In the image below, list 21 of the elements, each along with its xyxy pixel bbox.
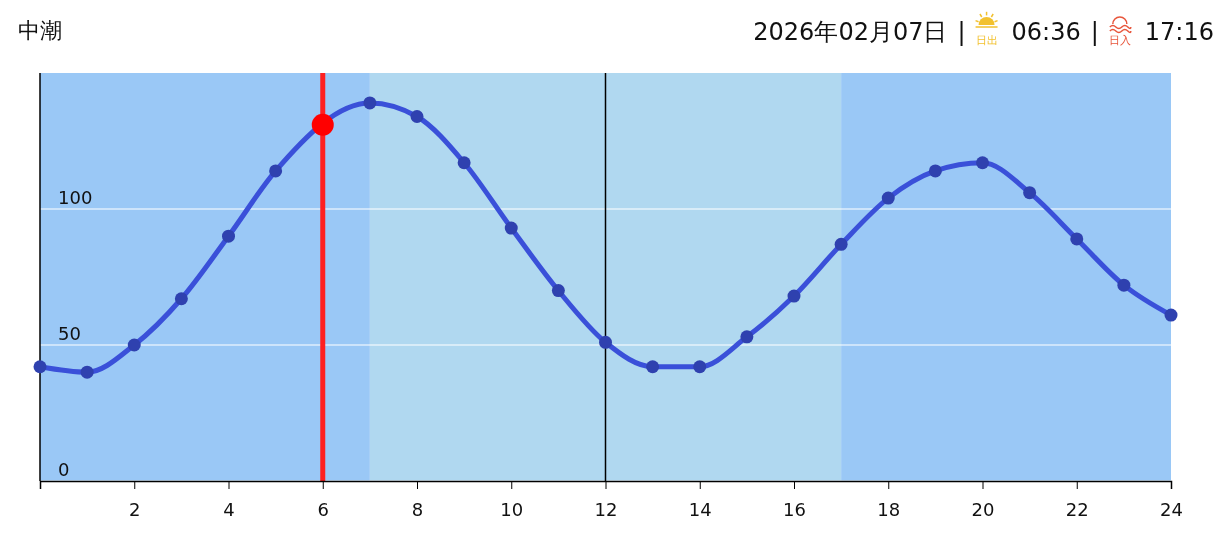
x-tick-label: 14 — [688, 498, 712, 520]
y-tick-label: 0 — [58, 459, 70, 480]
chart-title: 中潮 — [18, 18, 62, 43]
text: 06:36 — [1011, 18, 1081, 46]
text: 2026年02月07日 — [753, 18, 948, 46]
x-tick-label: 16 — [783, 498, 806, 520]
text: | — [1090, 18, 1099, 46]
x-tick-label: 20 — [971, 498, 995, 520]
text: 17:16 — [1144, 18, 1214, 46]
x-tick-label: 18 — [877, 498, 901, 520]
x-tick-label: 2 — [129, 498, 141, 520]
x-tick-label: 24 — [1160, 498, 1183, 520]
x-tick-label: 22 — [1065, 498, 1089, 520]
x-tick-label: 6 — [317, 498, 329, 520]
x-tick-label: 4 — [223, 498, 235, 520]
x-tick-label: 12 — [594, 498, 618, 520]
x-tick-label: 8 — [411, 498, 424, 520]
text: | — [957, 18, 966, 46]
x-tick-label: 10 — [500, 498, 524, 520]
y-tick-label: 50 — [58, 323, 81, 344]
y-tick-label: 100 — [58, 187, 93, 208]
